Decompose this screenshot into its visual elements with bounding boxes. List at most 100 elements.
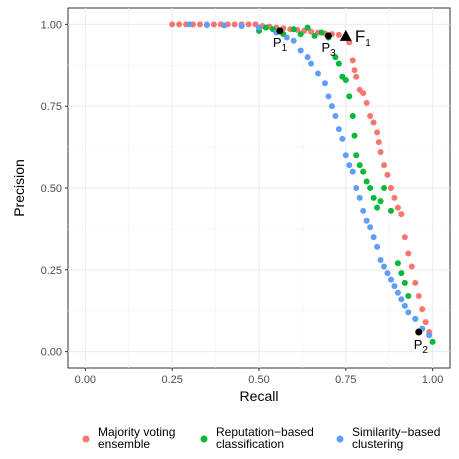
data-point [398,270,405,277]
data-point [335,126,342,133]
data-point [367,224,374,231]
data-point [370,119,377,126]
data-point [377,149,384,155]
x-tick-label: 1.00 [422,374,443,386]
data-point [196,21,203,28]
data-point [363,99,370,106]
x-tick-label: 0.00 [75,374,96,386]
x-tick-label: 0.25 [161,374,182,386]
data-point [231,21,238,28]
data-point [387,207,394,214]
data-point [335,60,342,67]
data-point [332,113,339,119]
data-point [245,21,252,28]
data-point [387,276,394,283]
data-point [405,293,412,299]
legend-key [336,435,344,443]
legend-label: ensemble [98,437,150,451]
data-point [339,135,346,142]
data-point [356,162,363,169]
data-point [415,293,422,299]
data-point [381,263,388,270]
data-point [297,31,304,38]
tick-labels: 0.00 0.25 0.50 0.75 1.00 0.00 0.25 0.50 0.75 1.00 [41,19,444,386]
data-point [412,315,419,322]
f1-triangle-marker [339,29,352,41]
data-point [351,132,358,139]
data-point [221,22,228,29]
data-point [419,306,426,313]
annotation-point [276,27,284,35]
x-tick-label: 0.50 [248,374,269,386]
data-point [422,319,429,326]
data-point [363,178,370,185]
legend-label: Similarity−based [352,425,440,439]
legend-label: Majority voting [98,425,175,439]
data-point [353,185,360,191]
data-point [318,29,325,36]
data-point [360,168,367,175]
legend-key [200,435,208,443]
annotation-point [415,328,423,336]
data-point [335,31,342,38]
data-point [304,54,311,61]
data-point [394,204,401,211]
legend-key [82,435,90,443]
data-point [311,32,318,39]
data-point [370,194,377,201]
data-point [374,243,381,250]
series-3 [186,21,433,339]
data-point [398,211,405,218]
data-point [332,54,339,61]
data-point [377,198,384,205]
data-point [384,171,391,178]
data-point [367,185,374,191]
data-point [342,77,349,83]
data-point [346,162,353,169]
data-point [363,217,370,224]
data-point [210,21,217,28]
data-point [304,24,311,31]
data-point [377,257,384,263]
data-point [405,309,412,316]
annotation-point [324,32,332,40]
data-point [374,129,381,136]
data-point [176,21,183,28]
data-point [256,24,262,31]
data-point [349,57,356,64]
data-point [381,162,388,169]
data-point [360,90,367,97]
x-tick-label: 0.75 [335,374,356,386]
data-point [401,279,408,286]
x-axis-title: Recall [240,388,279,404]
data-point [408,263,415,270]
data-point [351,67,358,74]
data-point [203,22,210,29]
data-point [401,234,408,241]
data-point [353,73,360,80]
data-point [370,234,377,241]
data-point [308,28,315,35]
y-tick-label: 1.00 [41,19,62,31]
data-point [262,24,269,31]
data-point [346,93,353,100]
data-point [367,113,374,119]
data-point [321,80,328,87]
data-point [308,60,315,67]
data-point [325,93,332,100]
data-point [391,283,398,290]
data-point [356,194,363,201]
legend-label: classification [216,437,284,451]
data-point [353,152,360,159]
data-point [387,185,394,191]
data-point [381,185,388,191]
data-point [238,23,245,29]
data-point [315,70,322,77]
data-point [349,113,356,119]
data-point [342,152,349,159]
y-tick-label: 0.25 [41,265,62,277]
